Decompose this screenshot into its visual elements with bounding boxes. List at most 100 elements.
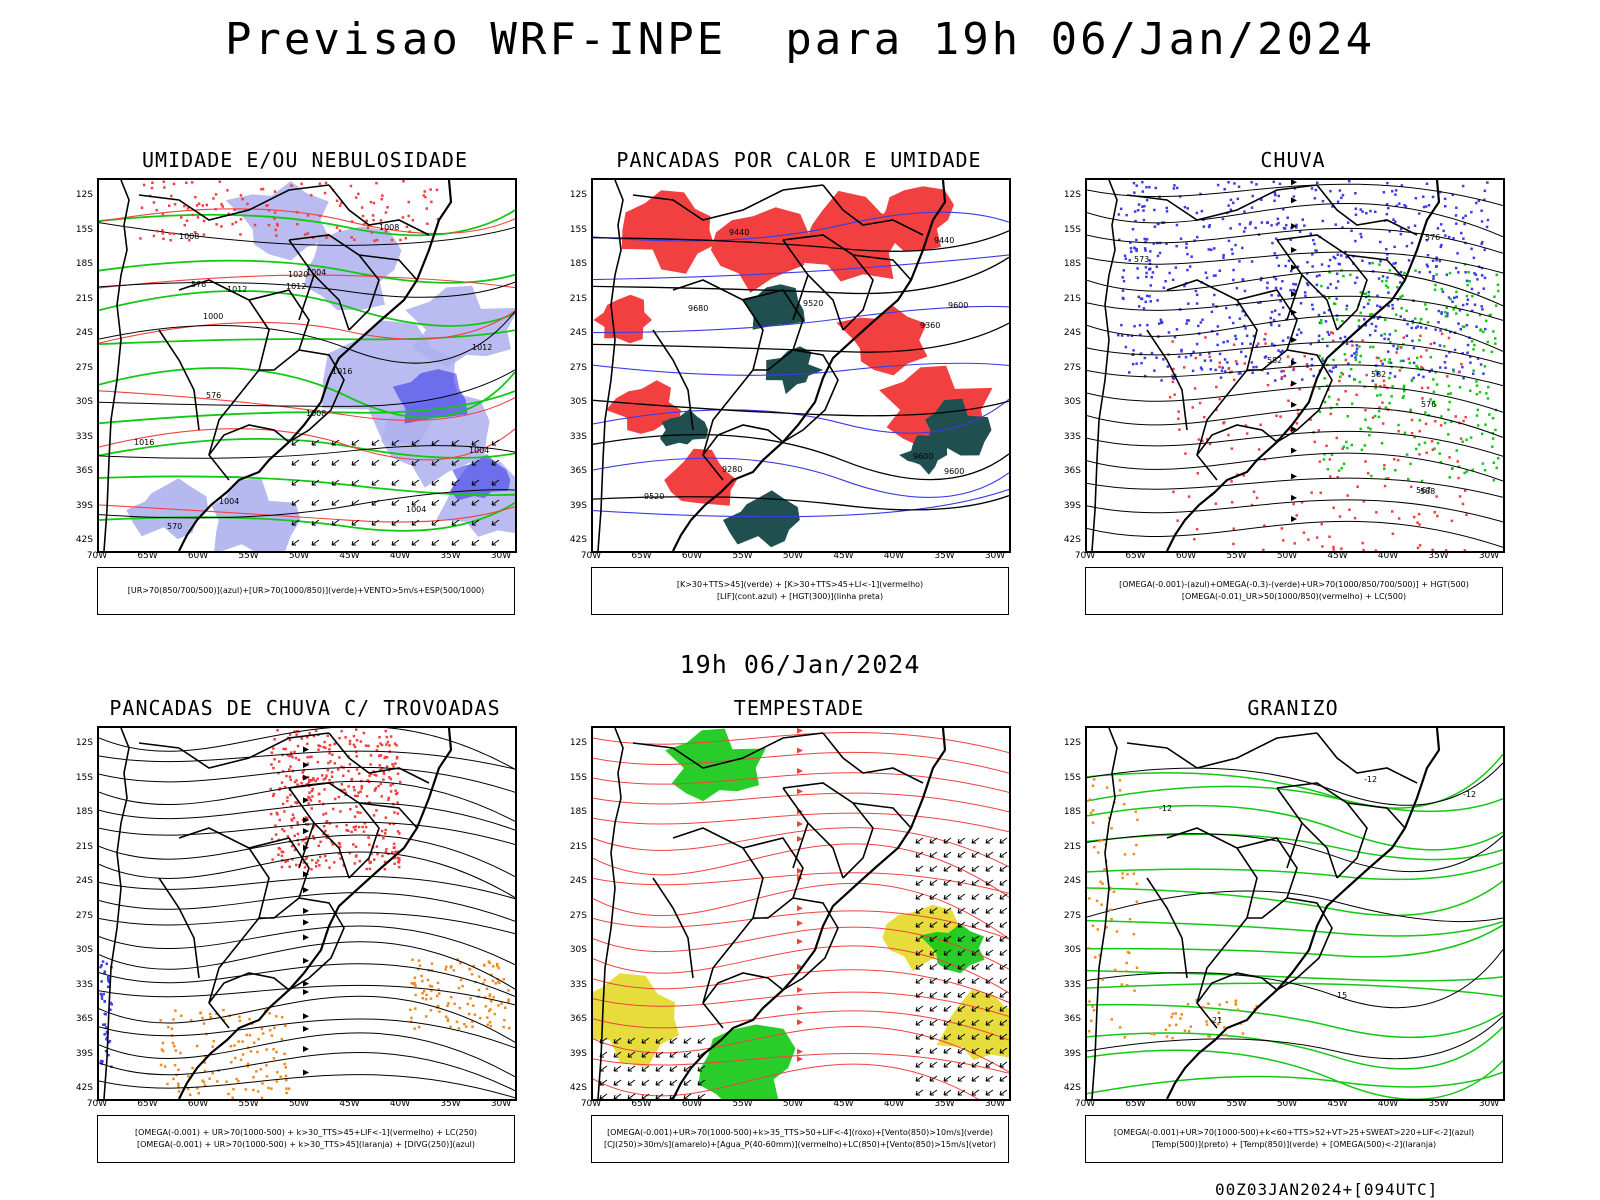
convection-red-area: [878, 186, 954, 252]
longitude-tick-label: 65W: [631, 1099, 652, 1109]
legend-line: [OMEGA(-0.001) + UR>70(1000-500) + k>30_…: [136, 1140, 476, 1149]
latitude-tick-label: 27S: [1063, 362, 1081, 373]
longitude-tick-label: 60W: [681, 551, 703, 561]
latitude-tick-label: 42S: [1063, 535, 1081, 545]
humidity-blue-area: [225, 181, 330, 261]
latitude-tick-label: 39S: [1063, 500, 1081, 511]
panel-chuva-legend: [OMEGA(-0.001)-(azul)+OMEGA(-0.3)-(verde…: [1085, 567, 1503, 615]
latitude-tick-label: 42S: [75, 535, 93, 545]
latitude-tick-label: 33S: [75, 979, 93, 990]
longitude-tick-label: 35W: [440, 1099, 461, 1109]
latitude-tick-label: 18S: [1063, 807, 1081, 817]
contour-label: 582: [1371, 370, 1386, 379]
latitude-tick-label: 12S: [569, 738, 587, 748]
country-borders: [1091, 180, 1441, 551]
panel-pancadas-de-chuva-c-trovoadas-map: [97, 726, 517, 1101]
country-borders: [597, 728, 947, 1099]
convection-red-area: [664, 448, 737, 506]
thunderstorm-red-speckles: [269, 728, 402, 871]
longitude-tick-label: 35W: [1428, 551, 1449, 561]
latitude-tick-label: 15S: [1063, 772, 1081, 783]
contour-label: 9520: [803, 299, 823, 308]
legend-line: [OMEGA(-0.001)+UR>70(1000-500)+k<60+TTS>…: [1113, 1128, 1475, 1137]
latitude-tick-label: 24S: [569, 328, 587, 338]
longitude-tick-label: 55W: [238, 551, 259, 561]
longitude-tick-label: 30W: [490, 551, 512, 561]
hgt300-black-contours: [593, 230, 1009, 511]
panel-pancadas-de-chuva-c-trovoadas-title: PANCADAS DE CHUVA C/ TROVOADAS: [109, 696, 501, 720]
red-speckles: [139, 180, 440, 243]
latitude-tick-label: 36S: [75, 466, 93, 476]
longitude-tick-label: 65W: [1125, 551, 1146, 561]
latitude-tick-label: 42S: [1063, 1083, 1081, 1093]
latitude-tick-label: 36S: [1063, 1014, 1081, 1024]
longitude-tick-label: 70W: [86, 1099, 108, 1109]
contour-label: 1012: [472, 343, 492, 352]
rain-green-speckles: [1318, 261, 1500, 483]
longitude-tick-label: 60W: [1175, 1099, 1197, 1109]
latitude-tick-label: 15S: [1063, 224, 1081, 235]
wind850-green-area: [698, 1024, 796, 1099]
contour-label: 1012: [286, 282, 306, 291]
lifted-index-blue-contours: [593, 211, 1009, 518]
longitude-tick-label: 55W: [732, 1099, 753, 1109]
longitude-tick-label: 55W: [732, 551, 753, 561]
longitude-tick-label: 70W: [1074, 551, 1096, 561]
longitude-tick-label: 30W: [1478, 1099, 1500, 1109]
panel-tempestade-field-plot: [593, 728, 1009, 1099]
convection-red-area: [793, 190, 902, 282]
longitude-tick-label: 35W: [1428, 1099, 1449, 1109]
convection-red-area: [836, 305, 928, 376]
convection-red-area: [710, 207, 809, 293]
latitude-tick-label: 39S: [569, 500, 587, 511]
country-borders: [103, 180, 453, 551]
longitude-tick-label: 40W: [1377, 1099, 1399, 1109]
contour-label: 1020: [288, 270, 308, 279]
panel-tempestade-title: TEMPESTADE: [733, 696, 865, 720]
contour-label: 570: [167, 522, 182, 531]
legend-line: [CJ(250)>30m/s](amarelo)+[Agua_P(40-60mm…: [604, 1140, 996, 1149]
contour-label: 9600: [944, 467, 964, 476]
longitude-tick-label: 50W: [288, 1099, 310, 1109]
heat-humidity-teal-area: [659, 409, 709, 447]
humidity-strong-area: [450, 454, 511, 501]
thickness-red-contours: [99, 208, 515, 523]
panel-tempestade-legend: [OMEGA(-0.001)+UR>70(1000-500)+k>35_TTS>…: [591, 1115, 1009, 1163]
latitude-tick-label: 39S: [1063, 1048, 1081, 1059]
panel-umidade-e-ou-nebulosidade-map: 1004 1008 1004 1012 1004 1008 1012 1016 1012 1016…: [97, 178, 517, 553]
latitude-tick-label: 15S: [75, 224, 93, 235]
temp500-black-contours: [1087, 762, 1503, 1060]
jet-yellow-area: [593, 973, 680, 1068]
wind-vectors: [291, 439, 500, 546]
panel-granizo-field-plot: -12 -12 -12 15 21: [1087, 728, 1503, 1099]
longitude-tick-label: 35W: [934, 1099, 955, 1109]
legend-line: [K>30+TTS>45](verde) + [K>30+TTS>45+LI<-…: [676, 580, 924, 589]
divergence-blue-speckles: [99, 960, 113, 1068]
latitude-tick-label: 18S: [569, 259, 587, 269]
latitude-tick-label: 21S: [1063, 841, 1081, 852]
longitude-tick-label: 55W: [238, 1099, 259, 1109]
contour-label: 1004: [406, 505, 426, 514]
longitude-tick-label: 50W: [288, 551, 310, 561]
longitude-tick-label: 65W: [137, 551, 158, 561]
legend-line: [LIF](cont.azul) + [HGT(300)](linha pret…: [716, 592, 884, 601]
latitude-tick-label: 24S: [75, 328, 93, 338]
latitude-tick-label: 27S: [75, 910, 93, 921]
latitude-tick-label: 12S: [1063, 190, 1081, 200]
heat-humidity-teal-area: [765, 346, 824, 395]
latitude-tick-label: 42S: [75, 1083, 93, 1093]
panel-chuva-title: CHUVA: [1260, 148, 1326, 172]
longitude-tick-label: 70W: [1074, 1099, 1096, 1109]
latitude-tick-label: 30S: [1063, 945, 1081, 955]
panel-pancadas-por-calor-e-umidade-title: PANCADAS POR CALOR E UMIDADE: [616, 148, 982, 172]
latitude-tick-label: 33S: [1063, 431, 1081, 442]
wind850-green-area: [919, 923, 985, 974]
contour-label: 582: [1267, 356, 1282, 365]
valid-time-subtitle: 19h 06/Jan/2024: [679, 650, 921, 679]
longitude-tick-label: 30W: [984, 551, 1006, 561]
legend-line: [OMEGA(-0.001)+UR>70(1000-500)+k>35_TTS>…: [607, 1128, 993, 1137]
contour-label: 1016: [134, 438, 154, 447]
panel-granizo-title: GRANIZO: [1247, 696, 1339, 720]
contour-label: 1008: [379, 223, 399, 232]
longitude-tick-label: 30W: [984, 1099, 1006, 1109]
